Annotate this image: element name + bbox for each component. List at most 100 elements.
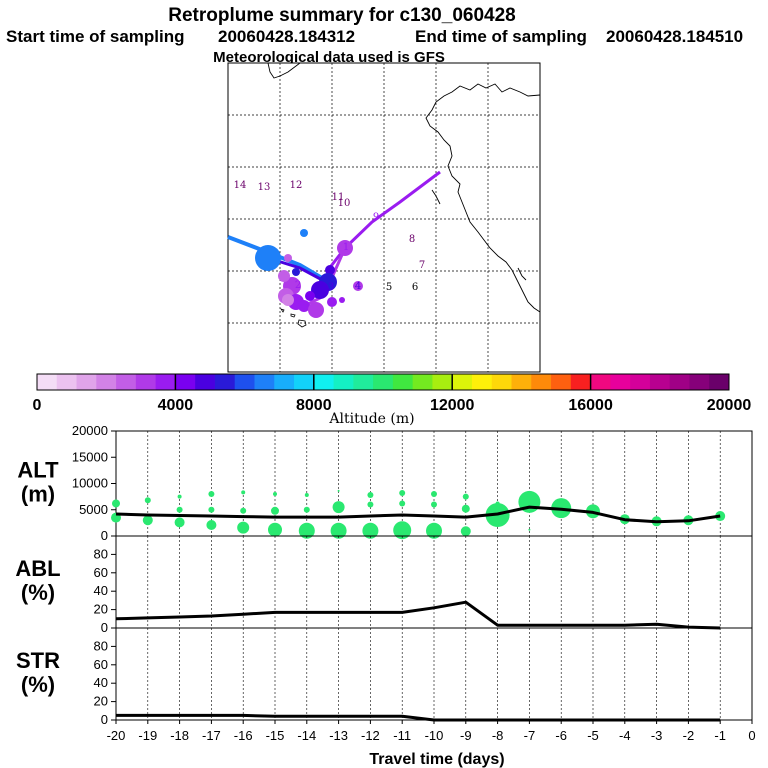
colorbar-swatch-9 bbox=[195, 374, 216, 390]
colorbar-frame bbox=[36, 373, 730, 391]
trajectory-blob-15 bbox=[308, 302, 324, 318]
xtick--18: -18 bbox=[170, 728, 189, 743]
colorbar-swatch-10 bbox=[214, 374, 236, 390]
trajectory-blob-17 bbox=[339, 297, 345, 303]
colorbar-swatch-8 bbox=[175, 374, 196, 390]
colorbar-swatch-20 bbox=[412, 374, 433, 390]
alt-dot-28 bbox=[393, 521, 412, 540]
trajectory-blob-16 bbox=[327, 297, 337, 307]
xtick--17: -17 bbox=[202, 728, 221, 743]
colorbar-swatch-30 bbox=[610, 374, 631, 390]
start-label: Start time of sampling bbox=[6, 27, 185, 46]
colorbar-tick-0: 0 bbox=[33, 397, 42, 414]
alt-dot-13 bbox=[237, 521, 250, 534]
xtick--15: -15 bbox=[266, 728, 285, 743]
colorbar-swatch-23 bbox=[471, 374, 493, 390]
colorbar-tick-12000: 12000 bbox=[430, 397, 475, 414]
ytick-abl-0: 0 bbox=[101, 620, 108, 635]
xtick--10: -10 bbox=[425, 728, 444, 743]
xtick--9: -9 bbox=[460, 728, 472, 743]
alt-dot-16 bbox=[268, 522, 282, 537]
ytick-abl-80: 80 bbox=[94, 546, 108, 561]
trajectory-blob-13 bbox=[282, 294, 294, 306]
xtick--1: -1 bbox=[714, 728, 726, 743]
colorbar-swatch-35 bbox=[709, 374, 730, 390]
colorbar-swatch-25 bbox=[511, 374, 532, 390]
coastline bbox=[267, 62, 541, 313]
colorbar-swatch-15 bbox=[313, 374, 335, 390]
colorbar-swatch-19 bbox=[392, 374, 414, 390]
colorbar-swatch-31 bbox=[630, 374, 651, 390]
ylabel-abl-unit: (%) bbox=[21, 580, 55, 605]
map-day-label-3: 3 bbox=[328, 282, 334, 293]
hawaii-islands bbox=[280, 308, 307, 328]
colorbar-swatch-5 bbox=[116, 374, 137, 390]
panel-alt: 20000 15000 10000 5000 0 ALT(m) bbox=[17, 423, 753, 543]
alt-dot-27 bbox=[399, 500, 406, 507]
alt-dot-3 bbox=[144, 497, 151, 504]
series-line-alt bbox=[115, 505, 721, 524]
alt-dot-11 bbox=[241, 490, 246, 495]
trajectory-blob-19 bbox=[278, 270, 290, 282]
colorbar-tick-8000: 8000 bbox=[296, 397, 332, 414]
track-line-2 bbox=[227, 235, 324, 280]
alt-dot-12 bbox=[240, 507, 247, 514]
xtick--7: -7 bbox=[524, 728, 536, 743]
ylabel-alt-unit: (m) bbox=[21, 482, 55, 507]
ytick-abl-20: 20 bbox=[94, 602, 108, 617]
colorbar-swatch-3 bbox=[76, 374, 97, 390]
series-line-abl bbox=[115, 600, 721, 630]
start-time: 20060428.184312 bbox=[218, 27, 355, 46]
map-day-label-14: 14 bbox=[234, 180, 247, 191]
ytick-alt-15000: 15000 bbox=[72, 449, 108, 464]
colorbar-swatch-11 bbox=[234, 374, 255, 390]
colorbar-swatch-34 bbox=[689, 374, 710, 390]
trajectory-blob-20 bbox=[305, 291, 315, 301]
alt-dot-6 bbox=[176, 506, 183, 513]
alt-dot-34 bbox=[460, 526, 471, 537]
ytick-abl-60: 60 bbox=[94, 565, 108, 580]
trajectory-blob-14 bbox=[298, 300, 310, 312]
colorbar-swatch-33 bbox=[669, 374, 690, 390]
ytick-abl-40: 40 bbox=[94, 583, 108, 598]
alt-dot-32 bbox=[462, 493, 469, 500]
alt-dot-19 bbox=[298, 522, 315, 539]
alt-dot-33 bbox=[461, 504, 470, 513]
alt-dot-23 bbox=[367, 492, 374, 499]
trajectory-blob-3 bbox=[284, 254, 292, 262]
map-day-label-9: 9 bbox=[373, 212, 379, 223]
trajectory-blob-2 bbox=[260, 246, 272, 258]
xtick--12: -12 bbox=[361, 728, 380, 743]
alt-dot-8 bbox=[208, 491, 215, 497]
alt-dot-25 bbox=[362, 522, 379, 539]
colorbar-tick-4000: 4000 bbox=[158, 397, 194, 414]
alt-dot-17 bbox=[304, 493, 309, 498]
map-day-label-1: 1 bbox=[343, 242, 349, 253]
xtick--20: -20 bbox=[107, 728, 126, 743]
trajectory-blobs bbox=[255, 229, 363, 318]
colorbar-swatch-6 bbox=[135, 374, 157, 390]
trajectory-blob-4 bbox=[300, 229, 308, 237]
end-time: 20060428.184510 bbox=[606, 27, 743, 46]
alt-dot-21 bbox=[332, 501, 345, 514]
ytick-str-60: 60 bbox=[94, 657, 108, 672]
map-day-label-7: 7 bbox=[419, 260, 425, 271]
panel-abl: 80 60 40 20 0 ABL(%) bbox=[15, 535, 753, 635]
xtick--16: -16 bbox=[234, 728, 253, 743]
map-day-label-6: 6 bbox=[412, 282, 418, 293]
alt-dot-29 bbox=[431, 491, 437, 497]
alt-dot-24 bbox=[367, 501, 374, 508]
colorbar-swatch-7 bbox=[155, 374, 176, 390]
alt-dot-18 bbox=[303, 506, 310, 513]
xtick--2: -2 bbox=[683, 728, 695, 743]
xtick--13: -13 bbox=[329, 728, 348, 743]
map-day-label-4: 4 bbox=[355, 281, 361, 292]
map-grid bbox=[228, 63, 540, 372]
ylabel-str-unit: (%) bbox=[21, 672, 55, 697]
series-line-str bbox=[116, 713, 721, 722]
ylabel-abl-name: ABL bbox=[15, 556, 60, 581]
xtick--4: -4 bbox=[619, 728, 631, 743]
